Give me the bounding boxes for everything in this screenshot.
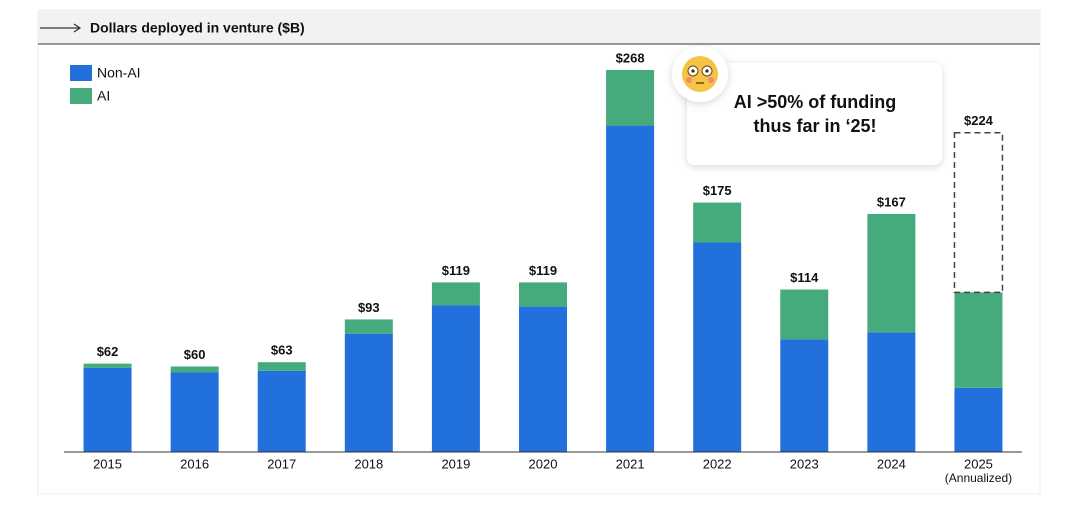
bar-segment <box>693 202 742 243</box>
bar-segment <box>83 367 132 452</box>
x-tick-label: 2020 <box>529 456 558 471</box>
bar-segment <box>83 363 132 368</box>
total-label: $224 <box>964 113 994 128</box>
x-tick-label: 2024 <box>877 456 906 471</box>
x-tick-label: 2021 <box>616 456 645 471</box>
x-tick-note: (Annualized) <box>945 471 1012 485</box>
emoji-blush <box>708 77 714 83</box>
bar-segment <box>170 366 219 373</box>
emoji-blush <box>686 77 692 83</box>
legend-swatch <box>70 65 92 81</box>
bar-segment <box>606 70 655 126</box>
total-label: $63 <box>271 343 293 358</box>
bar-segment <box>780 289 829 340</box>
bar-segment <box>693 242 742 452</box>
x-tick-label: 2017 <box>267 456 296 471</box>
total-label: $268 <box>616 50 645 65</box>
total-label: $114 <box>790 270 819 285</box>
emoji-pupil <box>691 69 695 73</box>
bar-segment <box>867 332 916 452</box>
legend-swatch <box>70 88 92 104</box>
arrow <box>40 23 82 33</box>
bar-segment <box>954 387 1003 452</box>
bar-segment <box>170 372 219 452</box>
bar-segment <box>519 282 567 307</box>
header-band <box>38 10 1040 44</box>
bar-segment <box>431 305 480 452</box>
legend-label: AI <box>97 88 110 104</box>
emoji-pupil <box>705 69 709 73</box>
legend-label: Non-AI <box>97 65 141 81</box>
emoji-face <box>682 56 718 92</box>
x-tick-label: 2023 <box>790 456 819 471</box>
bar-segment <box>257 370 306 452</box>
total-label: $62 <box>97 344 119 359</box>
x-tick-label: 2016 <box>180 456 209 471</box>
projection-segment <box>953 131 1004 294</box>
total-label: $175 <box>703 183 732 198</box>
x-tick-label: 2015 <box>93 456 122 471</box>
bar-segment <box>954 292 1003 388</box>
bar-segment <box>780 339 829 452</box>
total-label: $93 <box>358 300 380 315</box>
x-tick-label: 2019 <box>441 456 470 471</box>
bar-segment <box>344 333 393 452</box>
annotation: AI >50% of funding <box>734 92 897 112</box>
bar-segment <box>519 306 567 452</box>
total-label: $119 <box>442 263 470 278</box>
callout-box <box>687 63 942 165</box>
x-tick-label: 2025 <box>964 456 993 471</box>
bar-segment <box>867 213 916 333</box>
total-label: $167 <box>877 194 906 209</box>
annotation: thus far in ‘25! <box>753 116 876 136</box>
total-label: $60 <box>184 347 206 362</box>
bar-segment <box>344 319 393 334</box>
chart-title: Dollars deployed in venture ($B) <box>90 20 305 36</box>
callout: AI >50% of funding thus far in ‘25! <box>672 46 942 165</box>
bar-segment <box>431 282 480 306</box>
x-tick-label: 2022 <box>703 456 732 471</box>
x-tick-label: 2018 <box>354 456 383 471</box>
bar-segment <box>257 362 306 371</box>
bar-segment <box>606 125 655 453</box>
total-label: $119 <box>529 263 557 278</box>
